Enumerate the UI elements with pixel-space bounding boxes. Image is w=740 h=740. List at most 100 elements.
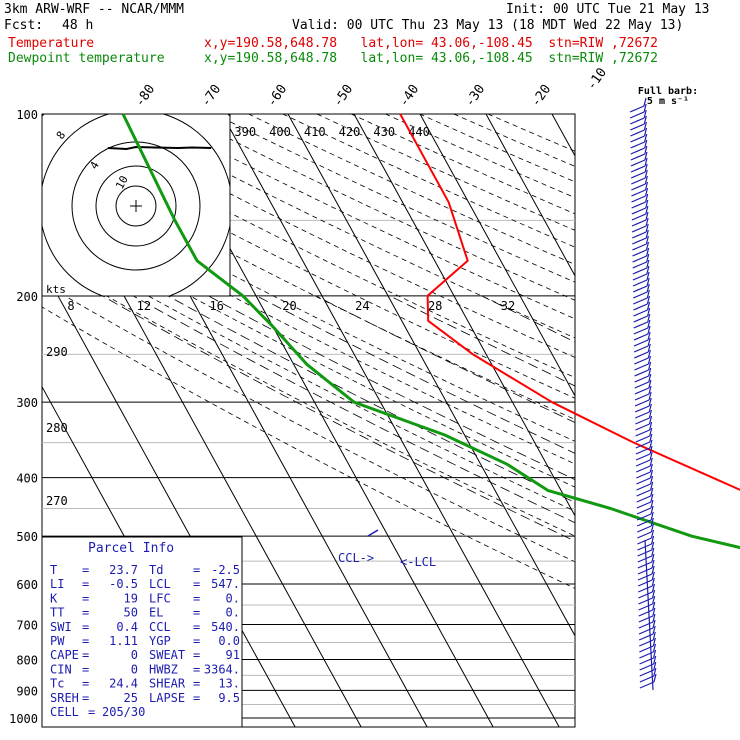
isotherm-line xyxy=(287,114,575,637)
wind-barb xyxy=(632,243,647,251)
parcel-label: SWEAT xyxy=(149,648,185,662)
wind-barb xyxy=(632,237,647,245)
wind-barb xyxy=(635,417,650,425)
wind-barb-flag xyxy=(651,583,655,593)
wind-barb xyxy=(631,219,647,227)
wind-barb-flag xyxy=(644,151,648,161)
moist-adiabat xyxy=(683,296,740,718)
dry-adiabat xyxy=(453,114,575,167)
wind-barb-flag xyxy=(649,475,654,485)
parcel-eq: = xyxy=(82,606,89,620)
pressure-label: 400 xyxy=(16,472,38,486)
parcel-eq: = xyxy=(193,677,200,691)
wind-barb-flag xyxy=(649,463,653,473)
parcel-eq: = xyxy=(193,691,200,705)
wind-barb-flag xyxy=(653,655,657,665)
wind-barb-flag xyxy=(649,427,653,437)
wind-barb-flag xyxy=(644,187,649,197)
pressure-label: 300 xyxy=(16,396,38,410)
parcel-eq: = xyxy=(193,634,200,648)
wind-barb xyxy=(634,393,650,401)
wind-barbs: Full barb:5 m s⁻¹ xyxy=(629,86,698,691)
wind-barb xyxy=(636,519,652,527)
parcel-eq: = xyxy=(82,648,89,662)
speed-scale-label: 12 xyxy=(137,299,151,313)
isotherm-label: -30 xyxy=(463,82,489,110)
wind-barb-flag xyxy=(646,265,650,275)
wind-barb xyxy=(636,477,651,485)
wind-barb xyxy=(631,225,647,233)
parcel-value: 0. xyxy=(226,591,240,605)
pressure-label: 500 xyxy=(16,530,38,544)
wind-barb-staff xyxy=(644,539,654,691)
wind-barb-flag xyxy=(650,511,654,521)
wind-barb-flag xyxy=(649,433,653,443)
wind-barb-flag xyxy=(644,163,648,173)
pressure-label: 100 xyxy=(16,108,38,122)
wind-barb-flag xyxy=(649,469,654,479)
pressure-label: 1000 xyxy=(9,712,38,726)
wind-barb xyxy=(630,135,645,143)
hodograph-ring-label: 10 xyxy=(113,174,131,192)
wind-barb-flag xyxy=(643,121,647,131)
wind-barb-flag xyxy=(649,439,653,449)
wind-barb-flag xyxy=(651,559,655,569)
parcel-value: 91 xyxy=(226,648,240,662)
wind-barb xyxy=(633,339,649,347)
isotherm-line xyxy=(353,114,575,517)
parcel-eq: = xyxy=(193,620,200,634)
wind-barb xyxy=(629,105,645,113)
speed-scale-label: 20 xyxy=(282,299,296,313)
wind-barb-flag xyxy=(652,595,656,605)
theta-label: 410 xyxy=(304,125,326,139)
wind-barb-flag xyxy=(646,283,650,293)
parcel-label: TT xyxy=(50,606,64,620)
wind-barb-flag xyxy=(643,109,647,119)
parcel-label: LI xyxy=(50,577,64,591)
wind-barb xyxy=(636,495,651,503)
moist-adiabat xyxy=(132,295,575,524)
speed-scale-label: 24 xyxy=(355,299,369,313)
wind-barb xyxy=(633,297,648,305)
isotherm-label: -20 xyxy=(529,82,555,110)
wind-barb xyxy=(631,231,647,239)
wind-barb-flag xyxy=(646,301,651,311)
parcel-value: 13. xyxy=(218,677,240,691)
wind-barb-flag xyxy=(650,535,655,545)
wind-barb-flag xyxy=(645,199,649,209)
wind-barb-flag xyxy=(645,211,649,221)
parcel-label: HWBZ xyxy=(149,662,178,676)
parcel-eq: = xyxy=(82,662,89,676)
wind-barb xyxy=(635,429,650,437)
wind-barb-flag xyxy=(643,127,648,137)
theta-label: 420 xyxy=(339,125,361,139)
wind-barb-flag xyxy=(644,133,648,143)
wind-barb xyxy=(638,621,654,629)
wind-barb xyxy=(637,531,652,539)
wind-barb-flag xyxy=(645,223,649,233)
wind-barb xyxy=(637,555,653,563)
wind-barb xyxy=(638,585,653,593)
wind-barb xyxy=(636,513,652,521)
isotherm-label: -70 xyxy=(199,82,225,110)
wind-barb-flag xyxy=(648,391,652,401)
wind-barb xyxy=(633,333,649,341)
parcel-eq: = xyxy=(82,677,89,691)
dewpoint-legend-label: Dewpoint temperature xyxy=(8,51,165,66)
wind-barb xyxy=(630,123,645,131)
wind-barb-flag xyxy=(652,631,656,641)
dry-adiabat xyxy=(42,282,575,563)
wind-barb xyxy=(635,465,651,473)
temperature-legend-label: Temperature xyxy=(8,36,95,51)
parcel-value: 0.4 xyxy=(116,620,138,634)
parcel-label: CCL xyxy=(149,620,171,634)
wind-barb-flag xyxy=(647,319,651,329)
wind-barb xyxy=(630,153,646,161)
wind-barb xyxy=(636,483,651,491)
dry-adiabat xyxy=(316,114,575,231)
wind-barb-flag xyxy=(648,409,652,419)
wind-barb xyxy=(635,447,651,455)
parcel-value: 1.11 xyxy=(109,634,138,648)
wind-barb xyxy=(632,273,648,281)
init-time: Init: 00 UTC Tue 21 May 13 xyxy=(506,2,710,17)
